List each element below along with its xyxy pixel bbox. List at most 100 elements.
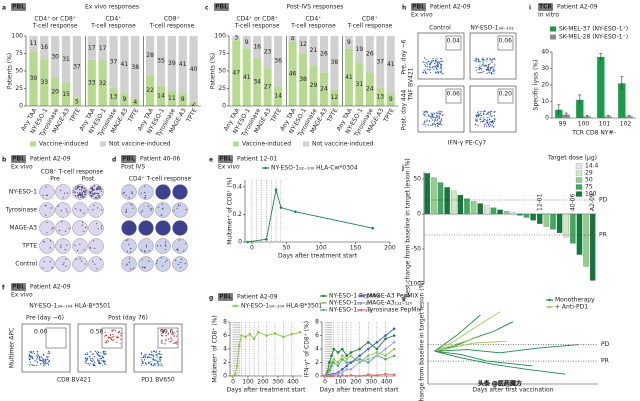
spot xyxy=(42,194,44,197)
flow-dot xyxy=(86,359,88,361)
flow-dot xyxy=(441,111,443,113)
flow-dot xyxy=(436,112,438,114)
bar xyxy=(517,213,523,216)
spot xyxy=(94,247,96,249)
badge-text: PBL xyxy=(122,156,135,163)
flow-dot xyxy=(152,356,154,358)
bar-segment xyxy=(263,68,272,106)
condition-label: Ex vivo xyxy=(411,12,433,19)
flow-dot xyxy=(153,354,155,357)
well xyxy=(72,184,88,200)
bar-count: 37 xyxy=(376,58,384,65)
flow-dot xyxy=(434,63,436,65)
bar-segment xyxy=(145,36,155,76)
x-axis-label: PD1 BV650 xyxy=(141,377,175,384)
spot xyxy=(127,239,129,241)
bar-segment xyxy=(232,40,241,107)
flow-dot xyxy=(483,65,485,67)
spot xyxy=(125,208,127,211)
flow-dot xyxy=(32,351,35,353)
gate-value: 0.20 xyxy=(499,91,513,98)
flow-dot xyxy=(100,362,102,364)
bar-segment xyxy=(109,87,118,106)
bar xyxy=(470,201,477,215)
bar-count: 11 xyxy=(30,40,38,47)
flow-dot xyxy=(152,365,154,367)
well xyxy=(88,220,104,236)
flow-dot xyxy=(141,356,143,359)
bar-count: 41 xyxy=(387,61,395,68)
bar-segment xyxy=(131,36,140,99)
flow-dot xyxy=(141,353,143,355)
flow-dot xyxy=(431,115,433,117)
bar-segment xyxy=(386,36,395,94)
x-tick-label: 0 xyxy=(250,245,254,252)
bar-segment xyxy=(51,78,60,106)
spot xyxy=(90,247,92,249)
flow-dot xyxy=(481,63,483,66)
column-label: Pre xyxy=(50,176,60,183)
spot xyxy=(75,186,77,188)
flow-dot xyxy=(480,72,482,74)
bar-count: 9 xyxy=(181,96,185,103)
flow-dot xyxy=(436,115,438,117)
flow-dot xyxy=(485,120,487,122)
well xyxy=(121,220,137,236)
flow-dot xyxy=(432,124,434,126)
flow-dot xyxy=(32,364,34,366)
flow-dot xyxy=(30,352,32,354)
spot xyxy=(175,259,177,261)
spot xyxy=(181,258,183,260)
flow-dot xyxy=(158,363,160,365)
flow-dot xyxy=(486,69,488,71)
x-tick-label: 200 xyxy=(384,245,396,252)
flow-dot xyxy=(488,124,490,126)
flow-dot xyxy=(157,362,159,364)
bar-count: 9 xyxy=(122,96,126,103)
flow-dot xyxy=(36,360,38,362)
spot xyxy=(91,192,94,194)
y-tick-label: 0 xyxy=(223,373,227,380)
flow-dot xyxy=(481,120,483,123)
data-point xyxy=(375,347,379,351)
y-tick-label: 4 xyxy=(223,346,227,353)
well xyxy=(138,238,154,254)
flow-dot xyxy=(142,356,144,359)
flow-dot xyxy=(489,63,491,65)
flow-dot xyxy=(160,356,162,358)
flow-dot xyxy=(439,120,442,122)
spot xyxy=(49,240,52,242)
flow-dot xyxy=(493,57,495,60)
flow-dot xyxy=(486,57,489,59)
flow-dot xyxy=(147,356,149,358)
group-title: T-cell response xyxy=(32,23,78,30)
bar xyxy=(464,198,470,215)
well xyxy=(172,202,188,218)
flow-dot xyxy=(147,357,149,359)
flow-dot xyxy=(98,355,100,357)
flow-dot xyxy=(93,364,95,366)
flow-dot-positive xyxy=(165,338,167,340)
flow-dot xyxy=(434,61,436,63)
flow-dot-positive xyxy=(110,337,112,339)
spot xyxy=(148,250,150,252)
flow-dot-positive xyxy=(120,335,122,337)
data-point xyxy=(265,334,268,337)
gate-value: 99.6 xyxy=(160,329,174,336)
x-tick-label: 0 xyxy=(323,379,327,386)
bar-segment xyxy=(330,36,339,90)
spot xyxy=(95,196,97,198)
legend-marker xyxy=(360,294,363,298)
x-tick-label: 101 xyxy=(599,121,611,128)
spot xyxy=(81,224,83,226)
y-tick-label: 4 xyxy=(315,346,319,353)
data-point xyxy=(384,347,387,351)
bar-segment xyxy=(242,36,251,49)
data-point xyxy=(332,361,336,364)
spot xyxy=(51,267,53,269)
bar-count: 41 xyxy=(121,61,129,68)
flow-dot xyxy=(103,361,105,363)
flow-dot xyxy=(86,352,88,354)
flow-dot-positive xyxy=(161,339,163,341)
spot xyxy=(79,189,81,191)
